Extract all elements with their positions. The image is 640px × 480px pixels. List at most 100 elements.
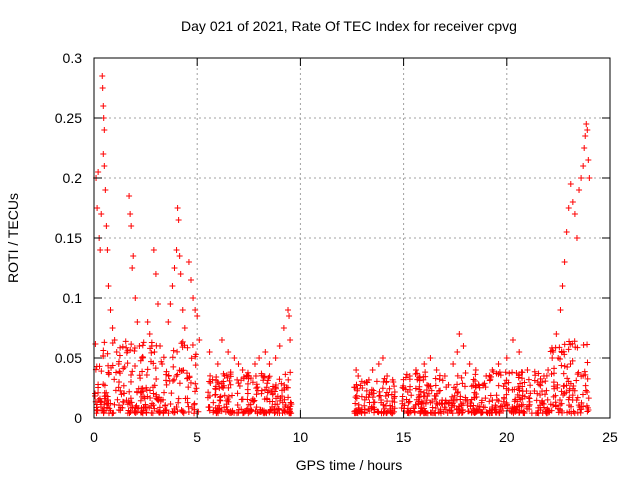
data-point (272, 385, 279, 392)
data-point (520, 401, 527, 408)
data-point (563, 382, 570, 389)
data-point (573, 377, 580, 384)
data-point (533, 397, 540, 404)
data-point (492, 402, 499, 409)
data-point (151, 382, 158, 389)
data-point (550, 379, 557, 386)
data-point (506, 407, 513, 414)
data-point (139, 410, 146, 417)
x-tick-label: 10 (293, 429, 309, 445)
data-point (131, 347, 138, 354)
data-point (109, 325, 116, 331)
data-point (424, 410, 431, 417)
data-point (551, 365, 558, 372)
data-point (280, 407, 287, 414)
data-point (132, 363, 139, 370)
data-point (184, 399, 191, 406)
data-point (505, 387, 512, 394)
data-point (407, 383, 414, 390)
data-point (363, 387, 370, 394)
plot-frame (93, 57, 611, 419)
data-point (170, 363, 177, 370)
data-point (526, 395, 533, 402)
data-point (559, 283, 566, 289)
data-point (420, 399, 427, 406)
data-point (99, 73, 106, 79)
data-point (487, 392, 494, 399)
data-point (448, 404, 455, 411)
data-point (194, 313, 201, 319)
data-point (471, 409, 478, 416)
data-point (455, 389, 462, 396)
data-point (193, 385, 200, 392)
data-point (501, 380, 508, 387)
data-point (140, 404, 147, 411)
data-point (185, 259, 192, 265)
data-point (387, 405, 394, 412)
data-point (187, 379, 194, 386)
data-point (188, 355, 195, 362)
x-axis-label: GPS time / hours (296, 457, 403, 473)
data-point (195, 408, 202, 415)
data-point (503, 391, 510, 398)
data-point (128, 371, 135, 378)
x-tick-label: 15 (396, 429, 412, 445)
data-point (192, 380, 199, 387)
data-point (560, 391, 567, 398)
data-point (101, 339, 108, 346)
data-point (462, 396, 469, 403)
data-point (126, 388, 133, 395)
data-point (369, 367, 376, 373)
data-point (528, 410, 535, 417)
data-point (584, 375, 591, 382)
data-point (93, 410, 100, 417)
data-point (134, 319, 141, 325)
data-point (379, 355, 386, 361)
data-point (428, 387, 435, 394)
data-point (389, 376, 396, 383)
data-point (498, 402, 505, 409)
data-point (368, 389, 375, 396)
data-point (151, 349, 158, 356)
data-point (117, 387, 124, 394)
data-point (123, 397, 130, 404)
data-point (358, 378, 365, 385)
data-point (584, 389, 591, 396)
data-point (171, 405, 178, 412)
data-point (109, 340, 116, 347)
chart-title: Day 021 of 2021, Rate Of TEC Index for r… (181, 18, 517, 34)
data-point (175, 217, 182, 223)
data-point (569, 392, 576, 399)
data-point (97, 247, 104, 253)
data-point (173, 372, 180, 379)
data-point (192, 351, 199, 358)
data-point (383, 379, 390, 386)
data-points (92, 73, 593, 417)
data-point (100, 151, 107, 157)
data-point (236, 406, 243, 413)
data-point (123, 344, 130, 351)
data-point (283, 384, 290, 391)
data-point (107, 307, 114, 313)
data-point (355, 401, 362, 408)
data-point (489, 397, 496, 404)
data-point (552, 403, 559, 410)
data-point (179, 409, 186, 416)
data-point (229, 392, 236, 399)
data-point (132, 295, 139, 301)
data-point (351, 384, 358, 391)
data-point (279, 393, 286, 400)
data-point (169, 283, 176, 289)
data-point (584, 359, 591, 366)
data-point (543, 372, 550, 379)
data-point (174, 205, 181, 211)
data-point (115, 358, 122, 365)
data-point (353, 367, 360, 373)
data-point (420, 373, 427, 380)
data-point (253, 391, 260, 398)
data-point (137, 357, 144, 364)
data-point (353, 392, 360, 399)
data-point (206, 349, 213, 355)
data-point (205, 389, 212, 396)
